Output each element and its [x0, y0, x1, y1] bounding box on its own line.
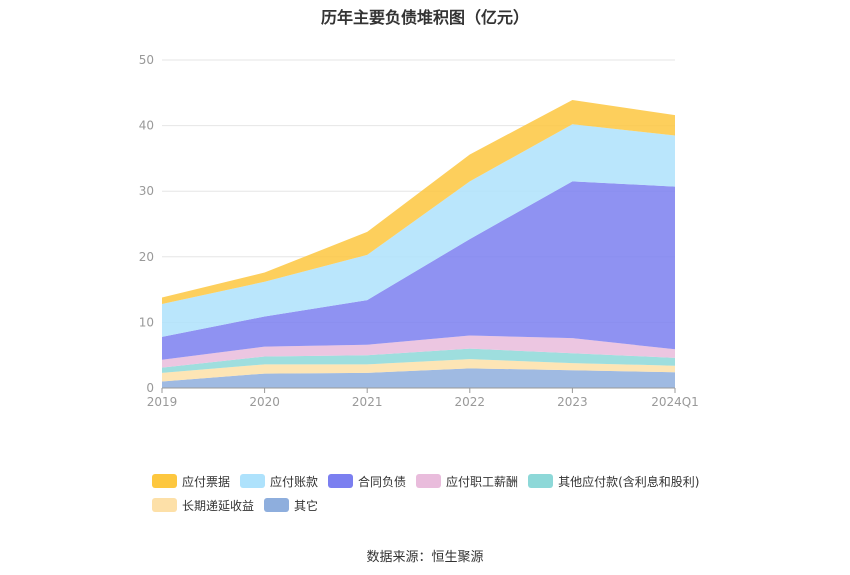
y-tick-label: 30 — [139, 184, 154, 198]
x-tick-label: 2022 — [455, 395, 486, 409]
legend-swatch — [240, 474, 266, 488]
legend-label: 应付账款 — [270, 474, 319, 489]
legend-label: 应付职工薪酬 — [446, 474, 519, 489]
area-series-3 — [162, 348, 675, 373]
legend-swatch — [328, 474, 354, 488]
y-tick-label: 40 — [139, 119, 154, 133]
legend-item-5[interactable]: 其他应付款(含利息和股利) — [528, 472, 699, 490]
legend-item-4[interactable]: 应付职工薪酬 — [416, 472, 518, 490]
x-tick-label: 2021 — [352, 395, 383, 409]
legend-label: 长期递延收益 — [182, 498, 255, 513]
legend-item-2[interactable]: 应付账款 — [240, 472, 318, 490]
area-layer — [162, 100, 675, 388]
y-tick-label: 0 — [146, 381, 154, 395]
area-series-5 — [162, 181, 675, 360]
legend-label: 其他应付款(含利息和股利) — [558, 474, 700, 489]
area-series-2 — [162, 359, 675, 382]
legend-item-3[interactable]: 合同负债 — [328, 472, 406, 490]
axis-layer: 2019 2020 2021 2022 2023 2024Q1 — [147, 387, 699, 409]
x-tick-label: 2020 — [249, 395, 280, 409]
chart-title: 历年主要负债堆积图（亿元） — [320, 8, 529, 27]
legend-item-6[interactable]: 长期递延收益 — [152, 496, 254, 514]
legend: 应付票据 应付账款 合同负债 应付职工薪酬 其他应付款(含利息和股利) 长期递延收益 其它 — [152, 472, 732, 520]
area-series-1 — [162, 368, 675, 388]
x-tick-label: 2023 — [557, 395, 588, 409]
legend-item-1[interactable]: 应付票据 — [152, 472, 230, 490]
legend-item-7[interactable]: 其它 — [264, 496, 318, 514]
area-series-6 — [162, 124, 675, 337]
legend-swatch — [416, 474, 442, 488]
legend-label: 应付票据 — [182, 474, 231, 489]
x-tick-label: 2019 — [147, 395, 178, 409]
legend-swatch — [152, 498, 177, 512]
legend-swatch — [152, 474, 177, 488]
area-series-7 — [162, 100, 675, 305]
legend-swatch — [528, 474, 554, 488]
area-series-4 — [162, 335, 675, 368]
legend-label: 合同负债 — [358, 474, 407, 489]
y-tick-label: 50 — [139, 53, 154, 67]
y-tick-label: 20 — [139, 250, 154, 264]
legend-label: 其它 — [294, 498, 319, 513]
legend-swatch — [264, 498, 290, 512]
source-note: 数据来源：恒生聚源 — [366, 550, 484, 565]
y-tick-label: 10 — [139, 315, 154, 329]
x-tick-label: 2024Q1 — [651, 395, 699, 409]
